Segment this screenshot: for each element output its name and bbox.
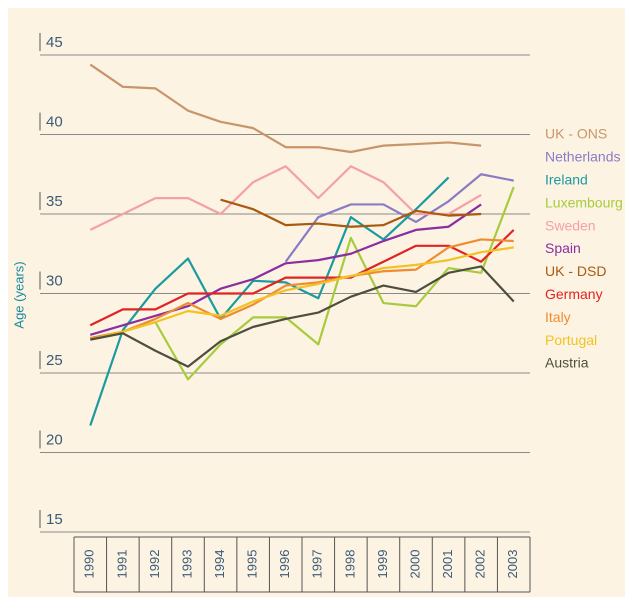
x-tick-label: 2002 [473, 550, 488, 579]
legend-label: Luxembourg [545, 194, 623, 210]
x-tick-label: 1999 [375, 550, 390, 579]
y-tick-label: 30 [46, 272, 63, 289]
legend-label: Portugal [545, 332, 597, 348]
x-tick-label: 1998 [342, 550, 357, 579]
x-tick-label: 1994 [212, 550, 227, 579]
legend-label: UK - ONS [545, 126, 607, 142]
y-tick-label: 15 [46, 511, 63, 528]
x-tick-label: 1993 [179, 550, 194, 579]
legend-label: UK - DSD [545, 263, 606, 279]
series-line [90, 246, 514, 341]
x-tick-label: 1996 [277, 550, 292, 579]
x-tick-label: 2000 [407, 550, 422, 579]
x-tick-label: 1997 [310, 550, 325, 579]
legend-label: Italy [545, 309, 571, 325]
series-line [90, 265, 515, 368]
x-tick-label: 2001 [440, 550, 455, 579]
legend-label: Ireland [545, 172, 588, 188]
series-line [220, 198, 482, 228]
x-tick-label: 1995 [245, 550, 260, 579]
y-axis-label: Age (years) [11, 261, 26, 328]
series-line [89, 229, 515, 327]
legend-label: Germany [545, 286, 603, 302]
y-tick-label: 40 [46, 113, 63, 130]
y-tick-label: 45 [46, 34, 63, 51]
series-line [90, 238, 514, 340]
x-tick-label: 2003 [505, 550, 520, 579]
legend-label: Austria [545, 355, 589, 371]
y-tick-label: 20 [46, 431, 63, 448]
series-line [89, 203, 482, 336]
chart-background [8, 8, 625, 597]
x-tick-label: 1990 [82, 550, 97, 579]
series-line [89, 165, 482, 231]
x-tick-label: 1992 [147, 550, 162, 579]
series-line [89, 176, 450, 426]
x-tick-label: 1991 [114, 550, 129, 579]
series-line [89, 63, 482, 154]
legend-label: Sweden [545, 217, 596, 233]
legend-label: Netherlands [545, 149, 621, 165]
y-tick-label: 25 [46, 352, 63, 369]
y-tick-label: 35 [46, 193, 63, 210]
series-line [90, 186, 515, 381]
series-line [284, 173, 514, 263]
legend-label: Spain [545, 240, 581, 256]
